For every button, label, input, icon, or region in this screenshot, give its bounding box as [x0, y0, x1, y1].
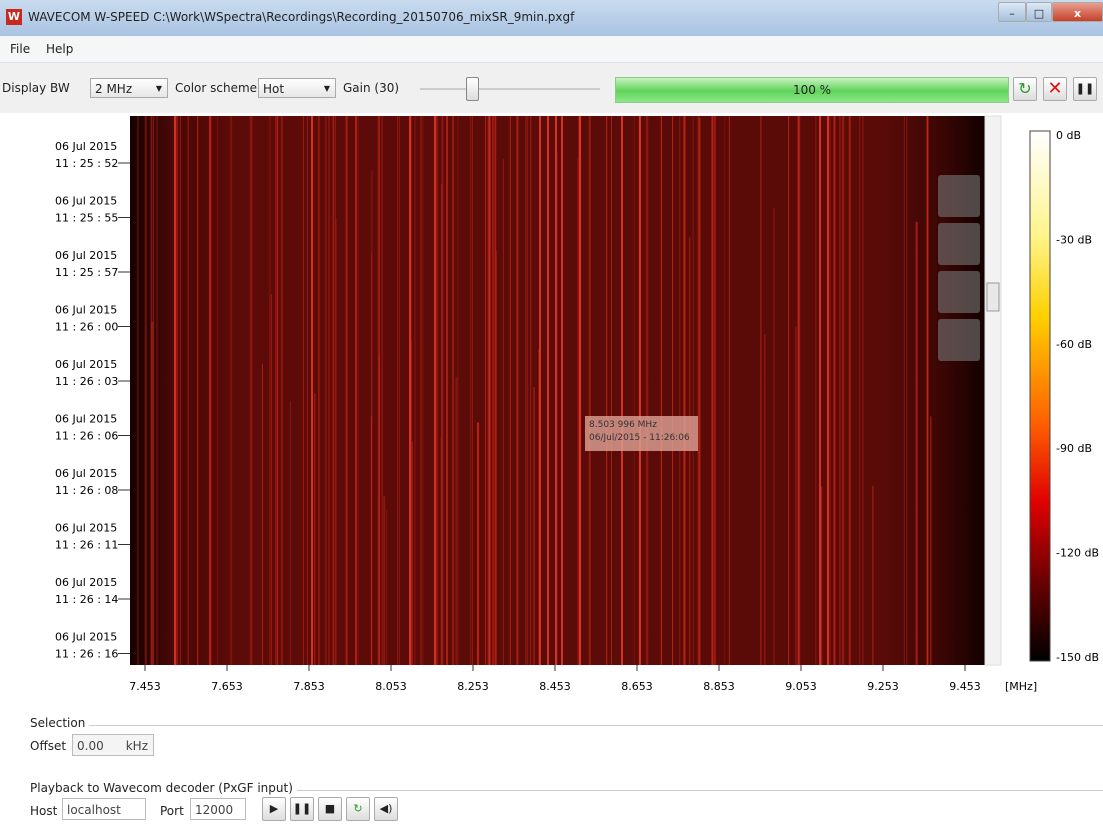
gain-label: Gain (30)	[343, 81, 399, 95]
time-date: 06 Jul 2015	[55, 413, 117, 426]
gain-slider-thumb[interactable]	[466, 77, 479, 101]
tooltip-line: 8.503 996 MHz	[589, 420, 657, 430]
offset-label: Offset	[30, 739, 66, 753]
gain-slider-track	[420, 88, 600, 90]
app-window: W WAVECOM W-SPEED C:\Work\WSpectra\Recor…	[0, 0, 1103, 836]
spectrogram-panel: 8.503 996 MHz 06/Jul/2015 - 11:26:06 [MH…	[0, 113, 1103, 705]
scrollbar[interactable]	[985, 116, 1001, 665]
stop-button[interactable]: ■	[318, 797, 342, 821]
time-date: 06 Jul 2015	[55, 140, 117, 153]
colorbar-label: -60 dB	[1056, 338, 1092, 351]
freq-tick-label: 8.453	[539, 680, 571, 693]
port-input[interactable]: 12000	[190, 798, 246, 820]
time-time: 11 : 26 : 11	[55, 539, 118, 552]
time-date: 06 Jul 2015	[55, 467, 117, 480]
freq-tick-label: 8.053	[375, 680, 407, 693]
maximize-button[interactable]: □	[1026, 2, 1052, 22]
colorbar-label: -120 dB	[1056, 547, 1099, 560]
freq-tick-label: 7.853	[293, 680, 325, 693]
selection-group	[30, 725, 1103, 726]
pause-button[interactable]: ❚❚	[290, 797, 314, 821]
time-time: 11 : 26 : 06	[55, 430, 118, 443]
pan-tool[interactable]	[938, 223, 980, 265]
time-time: 11 : 26 : 08	[55, 484, 118, 497]
offset-input[interactable]: 0.00 kHz	[72, 734, 154, 756]
time-time: 11 : 26 : 03	[55, 375, 118, 388]
freq-unit: [MHz]	[1005, 680, 1037, 693]
freq-tick-label: 8.653	[621, 680, 653, 693]
colorbar-label: 0 dB	[1056, 129, 1081, 142]
time-time: 11 : 26 : 16	[55, 648, 118, 661]
play-button[interactable]: ▶	[262, 797, 286, 821]
color-bar	[1030, 131, 1050, 661]
scroll-thumb[interactable]	[987, 283, 999, 311]
color-scheme-label: Color scheme	[175, 81, 257, 95]
time-time: 11 : 26 : 14	[55, 593, 118, 606]
freq-tick-label: 8.253	[457, 680, 489, 693]
selection-title: Selection	[30, 716, 89, 730]
colorbar-label: -150 dB	[1056, 651, 1099, 664]
offset-unit: kHz	[126, 735, 148, 757]
crosshair-tool[interactable]	[938, 175, 980, 217]
freq-tick-label: 9.253	[867, 680, 899, 693]
zoom-out-tool[interactable]	[938, 319, 980, 361]
colorbar-label: -30 dB	[1056, 233, 1092, 246]
host-label: Host	[30, 804, 57, 818]
stop-button[interactable]: ✕	[1043, 77, 1067, 101]
volume-button[interactable]: ◀)	[374, 797, 398, 821]
colorbar-label: -90 dB	[1056, 442, 1092, 455]
minimize-button[interactable]: –	[998, 2, 1026, 22]
time-date: 06 Jul 2015	[55, 522, 117, 535]
title-bar: W WAVECOM W-SPEED C:\Work\WSpectra\Recor…	[0, 0, 1103, 36]
close-button[interactable]: x	[1052, 2, 1103, 22]
tooltip-line: 06/Jul/2015 - 11:26:06	[589, 433, 690, 443]
freq-tick-label: 8.853	[703, 680, 735, 693]
toolbar: Display BW 2 MHz Color scheme Hot Gain (…	[0, 63, 1103, 113]
time-date: 06 Jul 2015	[55, 576, 117, 589]
time-date: 06 Jul 2015	[55, 249, 117, 262]
freq-tick-label: 7.453	[129, 680, 161, 693]
time-time: 11 : 25 : 52	[55, 157, 118, 170]
freq-tick-label: 7.653	[211, 680, 243, 693]
time-date: 06 Jul 2015	[55, 358, 117, 371]
app-icon: W	[6, 9, 22, 25]
time-date: 06 Jul 2015	[55, 304, 117, 317]
window-title: WAVECOM W-SPEED C:\Work\WSpectra\Recordi…	[28, 10, 574, 24]
progress-bar: 100 %	[615, 77, 1009, 103]
menu-item[interactable]: File	[10, 42, 30, 56]
freq-tick-label: 9.453	[949, 680, 981, 693]
freq-tick-label: 9.053	[785, 680, 817, 693]
menu-bar: File Help	[0, 36, 1103, 63]
time-date: 06 Jul 2015	[55, 195, 117, 208]
display-bw-combo[interactable]: 2 MHz	[90, 78, 168, 98]
menu-item[interactable]: Help	[46, 42, 73, 56]
time-time: 11 : 26 : 00	[55, 321, 118, 334]
zoom-in-tool[interactable]	[938, 271, 980, 313]
time-date: 06 Jul 2015	[55, 631, 117, 644]
port-label: Port	[160, 804, 184, 818]
playback-title: Playback to Wavecom decoder (PxGF input)	[30, 781, 297, 795]
time-time: 11 : 25 : 55	[55, 212, 118, 225]
time-time: 11 : 25 : 57	[55, 266, 118, 279]
reload-button[interactable]: ↻	[346, 797, 370, 821]
refresh-button[interactable]: ↻	[1013, 77, 1037, 101]
offset-value: 0.00	[77, 739, 104, 753]
color-scheme-combo[interactable]: Hot	[258, 78, 336, 98]
host-input[interactable]: localhost	[62, 798, 146, 820]
pause-button[interactable]: ❚❚	[1073, 77, 1097, 101]
display-bw-label: Display BW	[2, 81, 70, 95]
